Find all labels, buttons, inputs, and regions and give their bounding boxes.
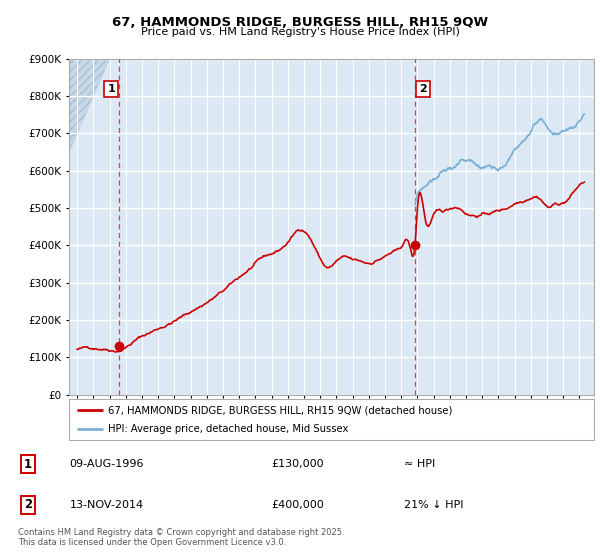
Text: 2: 2 [24,498,32,511]
Text: ≈ HPI: ≈ HPI [404,459,435,469]
Text: Price paid vs. HM Land Registry's House Price Index (HPI): Price paid vs. HM Land Registry's House … [140,27,460,37]
Text: £400,000: £400,000 [271,500,324,510]
Text: 21% ↓ HPI: 21% ↓ HPI [404,500,463,510]
Text: 1: 1 [107,83,115,94]
Text: 67, HAMMONDS RIDGE, BURGESS HILL, RH15 9QW: 67, HAMMONDS RIDGE, BURGESS HILL, RH15 9… [112,16,488,29]
Text: 2: 2 [419,83,427,94]
Text: HPI: Average price, detached house, Mid Sussex: HPI: Average price, detached house, Mid … [109,424,349,433]
Text: 67, HAMMONDS RIDGE, BURGESS HILL, RH15 9QW (detached house): 67, HAMMONDS RIDGE, BURGESS HILL, RH15 9… [109,405,453,415]
Text: 09-AUG-1996: 09-AUG-1996 [70,459,144,469]
Text: Contains HM Land Registry data © Crown copyright and database right 2025.
This d: Contains HM Land Registry data © Crown c… [18,528,344,547]
Text: 1: 1 [24,458,32,470]
Text: 13-NOV-2014: 13-NOV-2014 [70,500,144,510]
Text: £130,000: £130,000 [271,459,324,469]
Polygon shape [69,59,110,152]
